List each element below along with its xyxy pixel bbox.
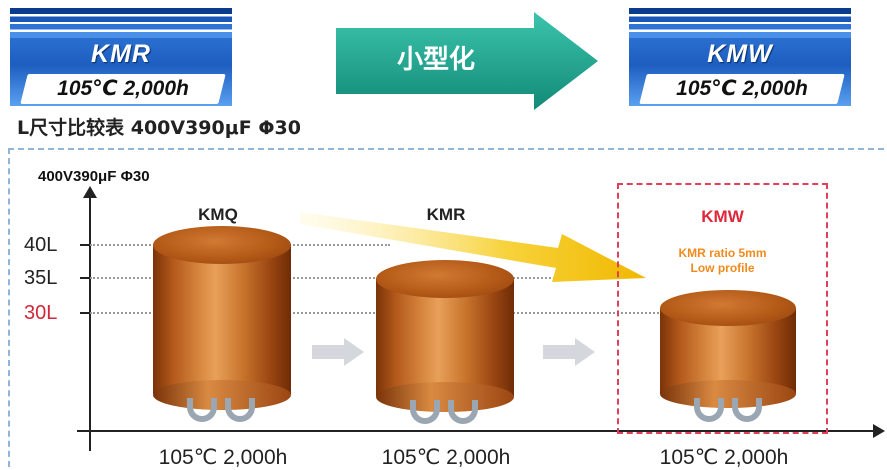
level-label-40l: 40L bbox=[24, 234, 58, 256]
capacitor-body bbox=[153, 244, 291, 394]
capacitor-kmr bbox=[376, 260, 514, 426]
kmw-note: KMR ratio 5mm Low profile bbox=[617, 246, 828, 276]
x-axis-arrowhead bbox=[873, 424, 885, 438]
badge-spec-text: 105℃ 2,000h bbox=[676, 77, 808, 100]
kmr-series-badge: KMR 105℃ 2,000h bbox=[10, 8, 232, 106]
badge-spec-plate: 105℃ 2,000h bbox=[639, 74, 845, 104]
kmw-series-badge: KMW 105℃ 2,000h bbox=[629, 8, 851, 106]
capacitor-kmw bbox=[660, 290, 796, 426]
level-label-30l: 30L bbox=[24, 302, 58, 324]
capacitor-top bbox=[660, 290, 796, 326]
badge-spec-plate: 105℃ 2,000h bbox=[20, 74, 226, 104]
capacitor-lead-left bbox=[187, 398, 217, 422]
badge-spec-text: 105℃ 2,000h bbox=[57, 77, 189, 100]
tick-40l bbox=[80, 244, 90, 246]
miniaturization-arrow: 小型化 bbox=[336, 12, 598, 110]
capacitor-label-kmr: KMR bbox=[426, 205, 466, 224]
tick-35l bbox=[80, 277, 90, 279]
capacitor-base bbox=[660, 380, 796, 408]
capacitor-label-kmq: KMQ bbox=[198, 205, 238, 224]
capacitor-top bbox=[376, 260, 514, 298]
y-axis bbox=[89, 196, 91, 451]
badge-stripes bbox=[10, 8, 232, 38]
progress-arrow-icon bbox=[312, 338, 364, 366]
kmw-note-line2: Low profile bbox=[690, 261, 755, 275]
capacitor-lead-left bbox=[410, 400, 440, 424]
tick-30l bbox=[80, 312, 90, 314]
capacitor-lead-right bbox=[448, 400, 478, 424]
capacitor-top bbox=[153, 226, 291, 264]
badge-series-name: KMW bbox=[707, 40, 773, 68]
capacitor-lead-right bbox=[732, 398, 762, 422]
y-axis-arrowhead bbox=[83, 186, 97, 198]
capacitor-kmq bbox=[153, 226, 291, 426]
badge-series-name: KMR bbox=[91, 40, 151, 68]
capacitor-spec-kmr: 105℃ 2,000h bbox=[381, 446, 511, 469]
arrow-label: 小型化 bbox=[396, 45, 475, 75]
capacitor-spec-kmw: 105℃ 2,000h bbox=[659, 446, 789, 469]
capacitor-spec-kmq: 105℃ 2,000h bbox=[158, 446, 288, 469]
axis-title: 400V390μF Φ30 bbox=[38, 168, 150, 185]
arrow-icon bbox=[336, 12, 598, 110]
badge-stripes bbox=[629, 8, 851, 38]
diagram-frame bbox=[8, 148, 884, 467]
capacitor-base bbox=[153, 380, 291, 410]
trend-arrow-icon bbox=[300, 212, 646, 282]
progress-arrow-icon bbox=[543, 338, 595, 366]
level-label-35l: 35L bbox=[24, 267, 58, 289]
capacitor-lead-right bbox=[225, 398, 255, 422]
x-axis bbox=[77, 430, 877, 432]
kmw-highlight-box bbox=[617, 183, 828, 434]
gridline-35l bbox=[90, 277, 610, 279]
comparison-subtitle: L尺寸比较表 400V390μF Φ30 bbox=[17, 117, 301, 139]
kmw-note-line1: KMR ratio 5mm bbox=[678, 246, 767, 260]
capacitor-lead-left bbox=[694, 398, 724, 422]
capacitor-label-kmw: KMW bbox=[701, 207, 744, 226]
capacitor-base bbox=[376, 382, 514, 412]
